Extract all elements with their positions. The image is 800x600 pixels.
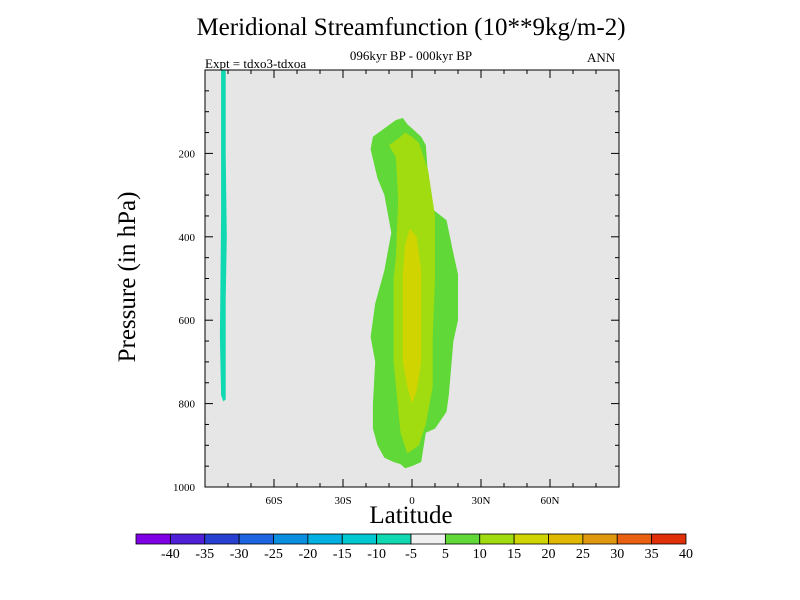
experiment-label: Expt = tdxo3-tdxoa xyxy=(205,56,307,71)
y-tick-label: 400 xyxy=(179,232,196,244)
colorbar-label: -40 xyxy=(161,547,180,562)
y-tick-label: 1000 xyxy=(173,482,196,494)
colorbar-label: -20 xyxy=(299,547,318,562)
y-axis-label: Pressure (in hPa) xyxy=(114,191,141,363)
contour-fills xyxy=(219,70,458,469)
colorbar-label: -5 xyxy=(405,547,417,562)
colorbar-swatch xyxy=(238,533,274,545)
colorbar-label: 30 xyxy=(610,547,624,562)
colorbar-swatch xyxy=(376,533,412,545)
y-tick-label: 800 xyxy=(179,399,196,411)
colorbar-swatch xyxy=(651,533,687,545)
season-label: ANN xyxy=(587,50,616,65)
colorbar-label: -25 xyxy=(264,547,283,562)
x-tick-label: 30S xyxy=(334,495,351,507)
x-tick-label: 60N xyxy=(541,495,560,507)
colorbar-label: 5 xyxy=(442,547,449,562)
colorbar-swatch xyxy=(479,533,515,545)
colorbar-swatch xyxy=(273,533,309,545)
colorbar-swatch xyxy=(410,533,446,545)
y-tick-label: 600 xyxy=(179,315,196,327)
x-tick-label: 60S xyxy=(265,495,282,507)
colorbar-label: -30 xyxy=(230,547,249,562)
axis-ticks: 60S 30S 0 30N 60N 200 400 600 800 1000 xyxy=(173,70,619,507)
colorbar-label: 40 xyxy=(679,547,693,562)
colorbar-label: 10 xyxy=(473,547,487,562)
colorbar-swatch xyxy=(616,533,653,545)
colorbar-swatch xyxy=(582,533,618,545)
y-tick-label: 200 xyxy=(179,148,196,160)
colorbar-label: 35 xyxy=(645,547,659,562)
chart-title: Meridional Streamfunction (10**9kg/m-2) xyxy=(196,14,626,41)
colorbar-swatch xyxy=(548,533,584,545)
contour-region-0 xyxy=(219,70,227,402)
colorbar-swatch xyxy=(135,533,171,545)
colorbar: -40 -35 -30 -25 -20 -15 -10 -5 5 10 15 20 25 30 35 40 xyxy=(135,533,693,562)
colorbar-swatch xyxy=(204,533,240,545)
x-axis-label: Latitude xyxy=(369,502,453,529)
colorbar-label: -35 xyxy=(195,547,214,562)
x-tick-label: 30N xyxy=(472,495,491,507)
x-tick-label: 0 xyxy=(409,495,415,507)
colorbar-swatch xyxy=(444,533,481,545)
colorbar-swatch xyxy=(341,533,378,545)
colorbar-label: -10 xyxy=(367,547,386,562)
colorbar-label: 25 xyxy=(576,547,590,562)
colorbar-swatch xyxy=(307,533,343,545)
colorbar-label: 20 xyxy=(542,547,556,562)
colorbar-swatch xyxy=(169,533,206,545)
contour-region-3 xyxy=(402,228,422,404)
colorbar-label: -15 xyxy=(333,547,352,562)
colorbar-label: 15 xyxy=(507,547,521,562)
chart-subtitle: 096kyr BP - 000kyr BP xyxy=(349,48,473,63)
colorbar-swatch xyxy=(513,533,549,545)
